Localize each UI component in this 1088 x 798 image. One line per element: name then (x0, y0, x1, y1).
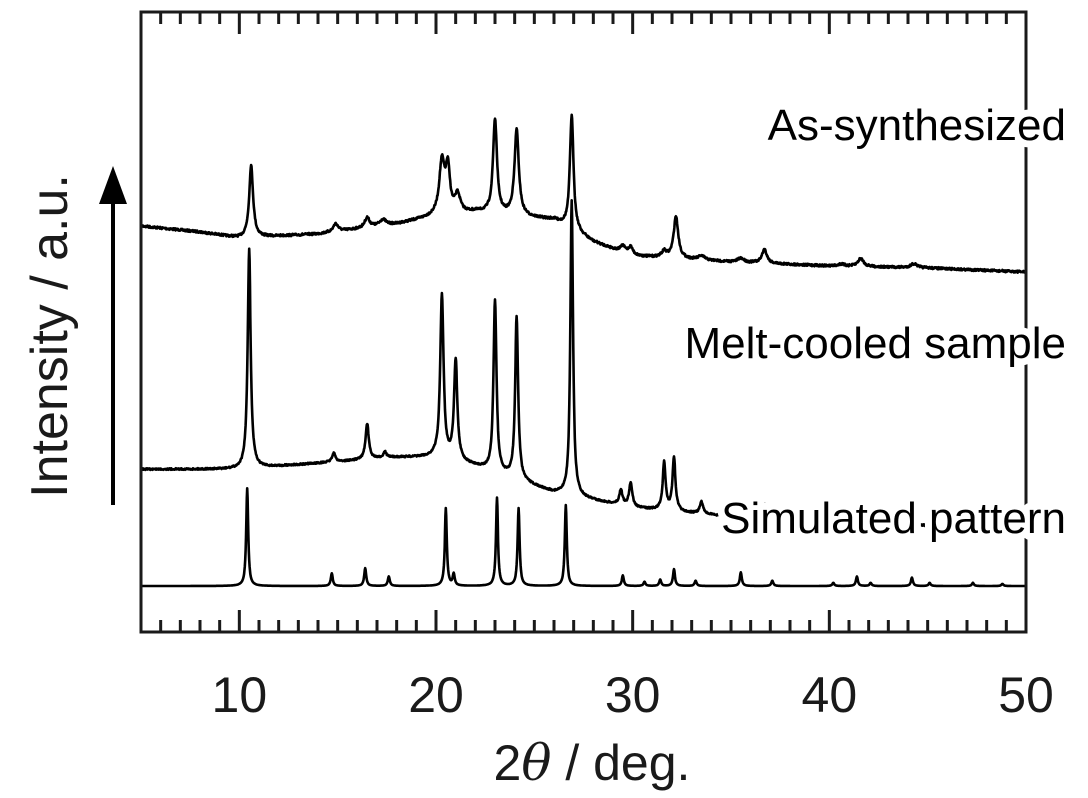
series-line-1 (139, 113, 1028, 274)
x-tick-label: 40 (802, 667, 858, 723)
series-line-3 (140, 487, 1027, 588)
x-tick-label: 10 (212, 667, 268, 723)
x-axis-title-prefix: 2 (494, 735, 522, 791)
x-tick-label: 30 (605, 667, 661, 723)
series-label-2: Melt-cooled sample (685, 319, 1067, 368)
series-line-2 (139, 199, 1028, 531)
series-layer (139, 113, 1028, 588)
x-axis-title-symbol: θ (521, 734, 551, 792)
x-tick-label: 20 (408, 667, 464, 723)
x-tick-label: 50 (998, 667, 1054, 723)
x-axis-title-suffix: / deg. (551, 735, 690, 791)
plot-frame (139, 10, 1028, 634)
y-axis-arrow-head (99, 166, 127, 204)
series-label-1: As-synthesized (768, 101, 1066, 150)
series-labels: As-synthesized Melt-cooled sample Simulate… (678, 94, 1074, 550)
series-label-3: Simulated pattern (721, 494, 1066, 543)
tick-marks (159, 12, 1028, 632)
x-axis-title: 2θ / deg. (494, 734, 691, 792)
x-tick-labels: 10 20 30 40 50 (212, 667, 1054, 723)
y-axis-title: Intensity / a.u. (21, 174, 79, 498)
